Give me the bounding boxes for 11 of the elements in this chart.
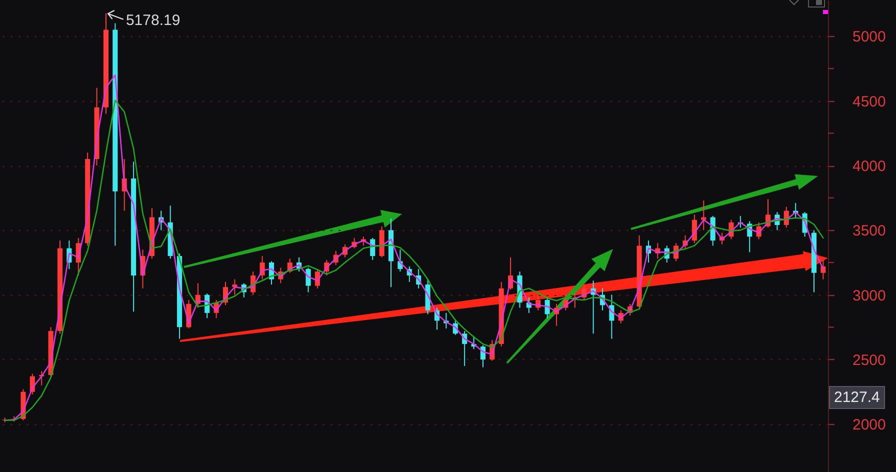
candlestick xyxy=(306,267,311,293)
y-tick-label: 4000 xyxy=(852,158,886,176)
candlestick xyxy=(701,200,706,231)
y-tick-label: 5000 xyxy=(852,28,886,46)
y-tick-label: 2000 xyxy=(852,416,886,434)
text: 2127.4 xyxy=(829,386,885,409)
y-tick-label: 4500 xyxy=(852,93,886,110)
y-tick-label: 3000 xyxy=(852,287,886,304)
y-tick-label: 3500 xyxy=(852,222,886,240)
y-tick-label: 2500 xyxy=(852,352,886,369)
annotation: 5178.19 xyxy=(126,12,180,30)
